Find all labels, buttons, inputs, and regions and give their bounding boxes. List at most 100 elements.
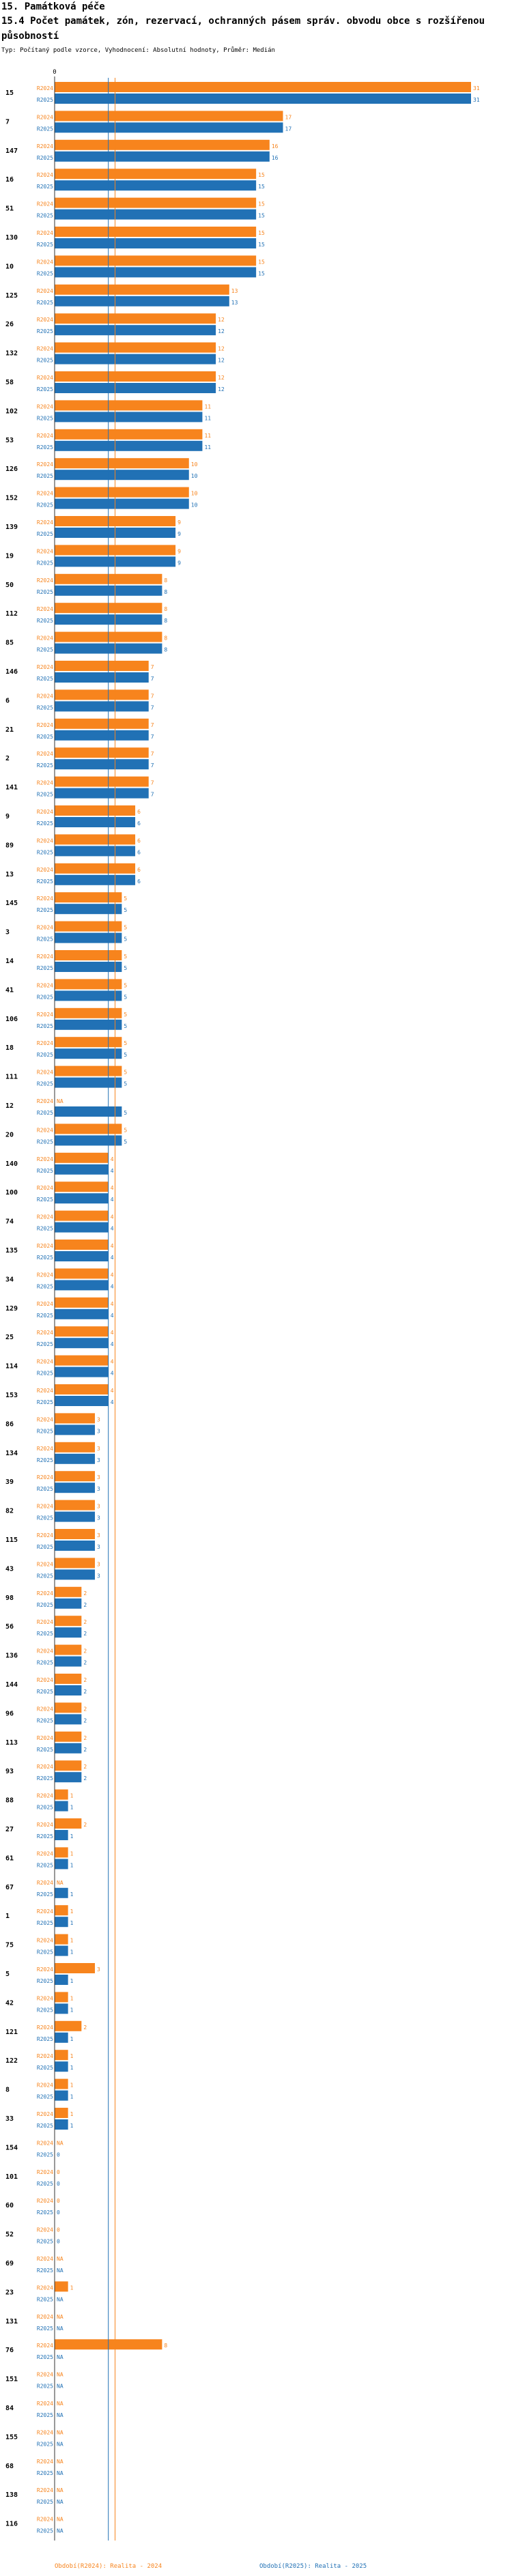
- data-label: 7: [151, 762, 154, 769]
- series-label: R2024: [37, 2024, 53, 2031]
- series-label: R2024: [37, 1938, 53, 1944]
- data-label: 3: [97, 1544, 100, 1550]
- series-label: R2024: [37, 1995, 53, 2001]
- bar: [55, 1586, 82, 1597]
- data-label: 4: [111, 1330, 114, 1336]
- series-label: R2025: [37, 531, 53, 537]
- data-label: NA: [57, 2441, 63, 2447]
- data-label: NA: [57, 2459, 63, 2465]
- series-label: R2024: [37, 143, 53, 149]
- series-label: R2025: [37, 1139, 53, 1145]
- category-label: 114: [5, 1363, 18, 1371]
- data-label: 2: [83, 1619, 87, 1625]
- bar: [55, 1674, 82, 1684]
- data-label: 1: [70, 2007, 74, 2013]
- data-label: 2: [83, 1735, 87, 1741]
- series-label: R2024: [37, 2169, 53, 2175]
- legend-title: Období(R2024): Realita - 2024: [55, 2563, 162, 2570]
- series-label: R2025: [37, 502, 53, 509]
- data-label: NA: [57, 2325, 63, 2332]
- data-label: 7: [151, 780, 154, 786]
- bar: [55, 1182, 109, 1192]
- series-label: R2024: [37, 1850, 53, 1857]
- series-label: R2024: [37, 2227, 53, 2233]
- data-label: 5: [124, 896, 127, 902]
- bar: [55, 1830, 68, 1840]
- series-label: R2024: [37, 954, 53, 960]
- category-label: 147: [5, 147, 18, 155]
- series-label: R2025: [37, 2296, 53, 2302]
- category-label: 126: [5, 466, 18, 473]
- category-label: 139: [5, 524, 18, 531]
- series-label: R2024: [37, 85, 53, 91]
- series-label: R2025: [37, 589, 53, 595]
- bar: [55, 1975, 68, 1985]
- category-label: 153: [5, 1392, 18, 1399]
- bar: [55, 412, 203, 423]
- bar: [55, 1471, 96, 1482]
- category-label: 152: [5, 495, 18, 502]
- data-label: NA: [57, 2429, 63, 2435]
- bar: [55, 2061, 68, 2072]
- data-label: 10: [191, 502, 198, 509]
- series-label: R2024: [37, 1504, 53, 1510]
- bar: [55, 962, 122, 972]
- series-label: R2025: [37, 1949, 53, 1956]
- category-label: 101: [5, 2173, 18, 2181]
- series-label: R2025: [37, 1833, 53, 1840]
- series-label: R2024: [37, 1735, 53, 1741]
- data-label: 9: [177, 548, 181, 554]
- bar: [55, 94, 471, 104]
- data-label: NA: [57, 2401, 63, 2407]
- bar: [55, 470, 189, 481]
- bar: [55, 1945, 68, 1956]
- data-label: 5: [124, 907, 127, 913]
- bar: [55, 197, 257, 208]
- series-label: R2025: [37, 849, 53, 855]
- series-label: R2025: [37, 213, 53, 219]
- bar: [55, 1065, 122, 1076]
- category-label: 140: [5, 1160, 18, 1168]
- data-label: 12: [218, 317, 225, 323]
- series-label: R2024: [37, 1272, 53, 1278]
- series-label: R2024: [37, 519, 53, 526]
- data-label: 11: [204, 403, 211, 410]
- category-label: 132: [5, 350, 18, 358]
- bar: [55, 2090, 68, 2101]
- data-label: 12: [218, 346, 225, 352]
- bar: [55, 2050, 68, 2061]
- series-label: R2025: [37, 2151, 53, 2158]
- data-label: 7: [151, 734, 154, 740]
- series-label: R2025: [37, 1341, 53, 1347]
- data-label: 0: [57, 2169, 60, 2175]
- bar: [55, 2032, 68, 2043]
- data-label: 11: [204, 415, 211, 421]
- series-label: R2024: [37, 1214, 53, 1220]
- data-label: 1: [70, 1793, 74, 1799]
- bar: [55, 2281, 68, 2292]
- series-label: R2025: [37, 2412, 53, 2418]
- data-label: 5: [124, 925, 127, 931]
- data-label: 3: [97, 1504, 100, 1510]
- bar: [55, 863, 136, 874]
- category-label: 115: [5, 1536, 18, 1544]
- data-label: 12: [218, 358, 225, 364]
- series-label: R2024: [37, 606, 53, 612]
- series-label: R2024: [37, 375, 53, 381]
- category-label: 50: [5, 582, 14, 589]
- bar: [55, 1905, 68, 1916]
- data-label: 7: [151, 722, 154, 728]
- bar: [55, 139, 270, 150]
- bar: [55, 1917, 68, 1928]
- series-label: R2025: [37, 878, 53, 885]
- series-label: R2024: [37, 1330, 53, 1336]
- bar: [55, 1656, 82, 1667]
- series-label: R2024: [37, 2343, 53, 2349]
- series-label: R2025: [37, 2065, 53, 2071]
- bar: [55, 874, 136, 885]
- bar: [55, 1124, 122, 1134]
- series-label: R2025: [37, 270, 53, 276]
- data-label: NA: [57, 2487, 63, 2493]
- series-label: R2025: [37, 1081, 53, 1087]
- category-label: 96: [5, 1710, 14, 1717]
